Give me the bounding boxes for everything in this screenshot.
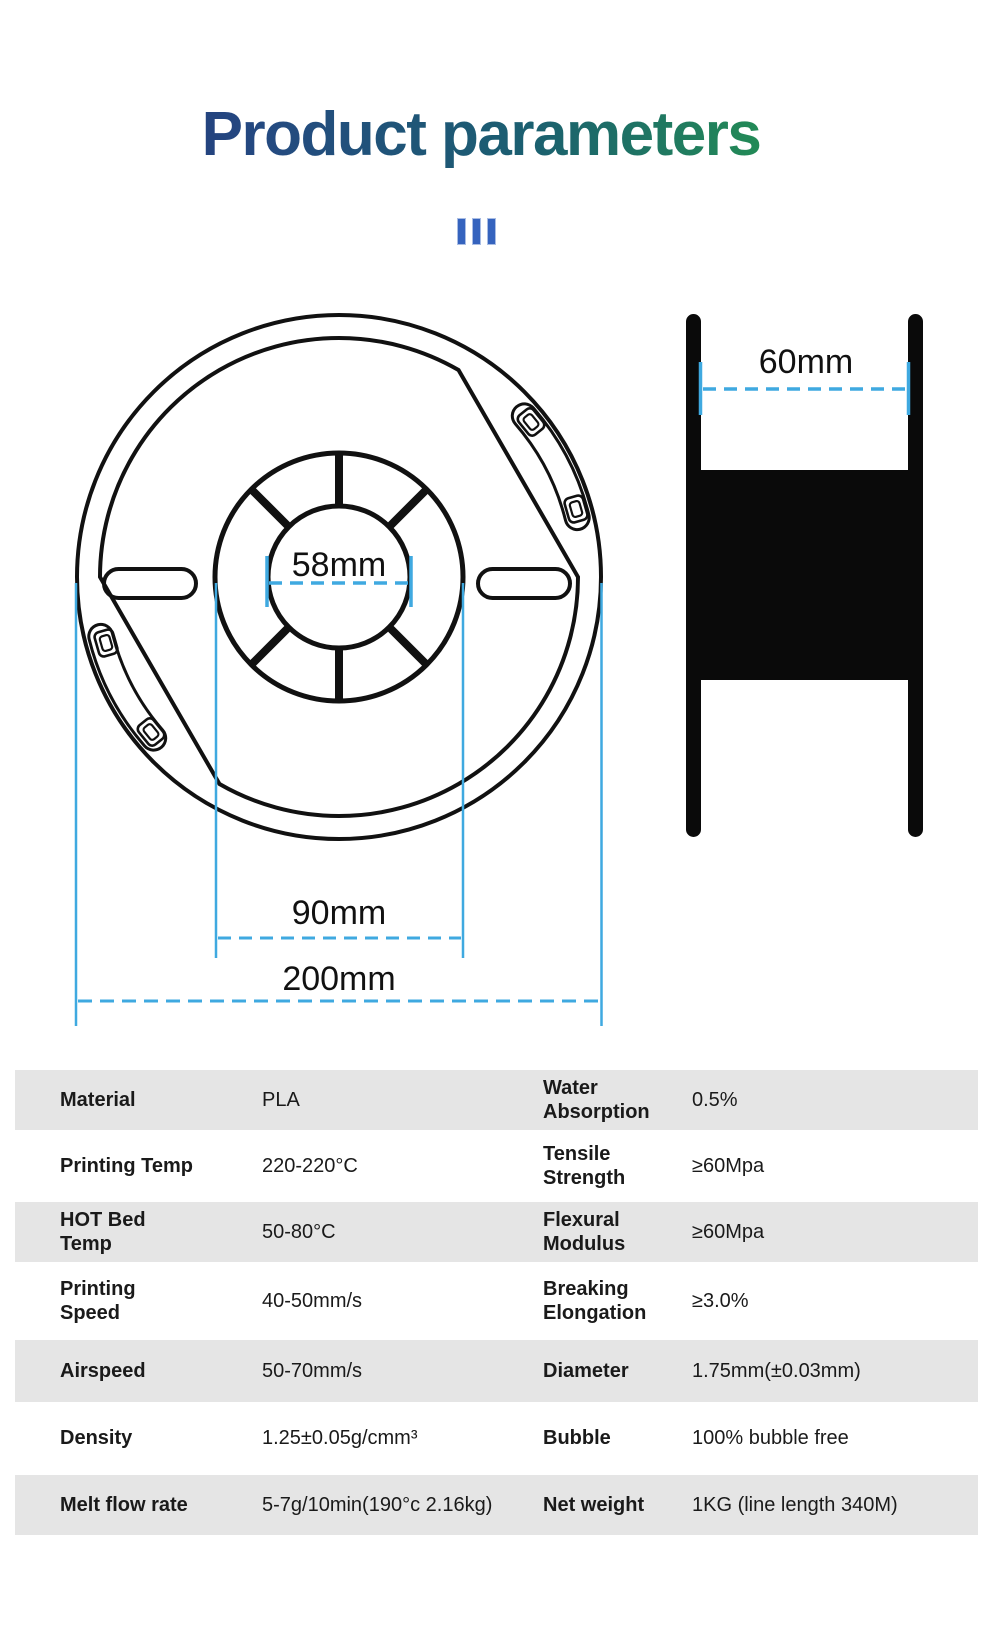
slot-hole-icon (516, 407, 546, 437)
page-title: Product parameters (0, 102, 962, 168)
spec-label: Density (60, 1427, 133, 1450)
divider-bar (458, 219, 465, 244)
spec-value: 50-70mm/s (262, 1359, 363, 1382)
spoke (248, 486, 292, 530)
table-row: Printing Speed 40-50mm/s Breaking Elonga… (15, 1262, 978, 1340)
spec-value: 40-50mm/s (262, 1289, 363, 1312)
title-divider-icon (458, 219, 498, 245)
filament-block (700, 470, 909, 680)
curved-slot-top-right (510, 402, 591, 532)
divider-bar (473, 219, 480, 244)
table-row: Airspeed 50-70mm/s Diameter 1.75mm(±0.03… (15, 1340, 978, 1402)
table-row: Material PLA Water Absorption 0.5% (15, 1070, 978, 1130)
table-row: Printing Temp 220-220°C Tensile Strength… (15, 1130, 978, 1202)
spool-dimension-diagram: 58mm 90mm 200mm 60mm (74, 313, 923, 1026)
hub-spokes (248, 453, 430, 701)
spec-value: 1KG (line length 340M) (692, 1493, 898, 1516)
dim-label-58mm: 58mm (292, 546, 386, 584)
spec-label: Printing Speed (60, 1277, 136, 1324)
spec-label: Bubble (543, 1427, 611, 1450)
spoke (386, 486, 430, 530)
dim-label-200mm: 200mm (282, 960, 395, 998)
spool-front-view (75, 313, 603, 841)
dim-label-90mm: 90mm (292, 894, 386, 932)
spec-value: 220-220°C (262, 1154, 358, 1177)
spec-label: Material (60, 1088, 136, 1111)
table-row: Melt flow rate 5-7g/10min(190°c 2.16kg) … (15, 1475, 978, 1535)
spec-label: Water Absorption (543, 1076, 650, 1123)
spec-label: Flexural Modulus (543, 1208, 626, 1255)
slot-hole-icon (136, 717, 166, 747)
spec-label: Diameter (543, 1359, 629, 1382)
spec-label: HOT Bed Temp (60, 1208, 146, 1255)
spec-value: ≥60Mpa (692, 1154, 765, 1177)
spec-value: 0.5% (692, 1088, 738, 1111)
spec-label: Melt flow rate (60, 1493, 188, 1516)
spec-value: 50-80°C (262, 1220, 336, 1243)
spoke (248, 624, 292, 668)
flange-right (908, 314, 923, 837)
pill-slot-right (476, 567, 572, 600)
spec-value: 1.25±0.05g/cmm³ (262, 1427, 418, 1450)
slot-hole-icon (563, 494, 589, 524)
dimension-lines (74, 362, 911, 1026)
spool-side-view (686, 314, 923, 837)
pill-slot-left (102, 567, 198, 600)
spec-label: Printing Temp (60, 1154, 193, 1177)
spec-label: Airspeed (60, 1359, 146, 1382)
spec-value: 5-7g/10min(190°c 2.16kg) (262, 1493, 493, 1516)
spec-value: 1.75mm(±0.03mm) (692, 1359, 861, 1382)
dim-label-60mm: 60mm (759, 343, 853, 381)
spec-value: 100% bubble free (692, 1427, 849, 1450)
spec-label: Tensile Strength (543, 1142, 626, 1189)
table-row: HOT Bed Temp 50-80°C Flexural Modulus ≥6… (15, 1202, 978, 1262)
spoke (386, 624, 430, 668)
curved-slot-bottom-left (87, 622, 168, 752)
spec-value: ≥60Mpa (692, 1220, 765, 1243)
spec-value: PLA (262, 1088, 300, 1111)
spec-label: Breaking Elongation (543, 1277, 647, 1324)
product-spec-table: Material PLA Water Absorption 0.5% Print… (15, 1070, 978, 1535)
table-row: Density 1.25±0.05g/cmm³ Bubble 100% bubb… (15, 1402, 978, 1475)
inner-rim-outline (97, 336, 581, 818)
spec-value: ≥3.0% (692, 1289, 749, 1312)
spec-label: Net weight (543, 1493, 645, 1516)
divider-bar (488, 219, 495, 244)
flange-left (686, 314, 701, 837)
slot-hole-icon (93, 628, 119, 658)
outer-rim-circle (75, 313, 603, 841)
